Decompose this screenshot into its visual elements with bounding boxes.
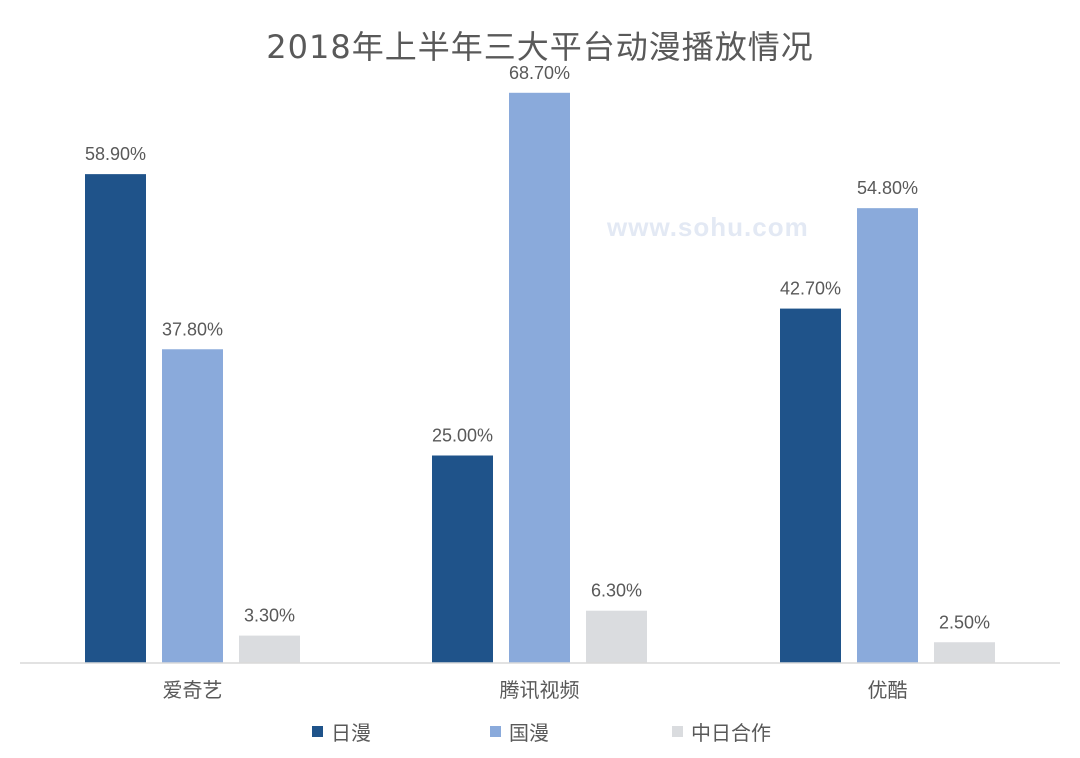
value-label-zhongri-2: 2.50% <box>939 612 990 632</box>
value-label-zhongri-0: 3.30% <box>244 606 295 626</box>
category-label-1: 腾讯视频 <box>500 678 580 702</box>
bar-zhongri-0 <box>239 635 300 663</box>
legend-item-guoman: 国漫 <box>490 716 549 746</box>
watermark: www.sohu.com <box>607 212 809 242</box>
value-label-zhongri-1: 6.30% <box>591 581 642 601</box>
category-label-0: 爱奇艺 <box>163 678 223 702</box>
bar-zhongri-2 <box>934 642 995 663</box>
legend-label-guoman: 国漫 <box>509 720 549 745</box>
legend-swatch-zhongri <box>672 725 683 737</box>
value-labels-group: 58.90% 37.80% 3.30% 25.00% 68.70% 6.30% 42.70%… <box>85 63 990 632</box>
bars-group <box>85 92 995 664</box>
legend-swatch-riman <box>312 725 323 737</box>
value-label-riman-2: 42.70% <box>780 279 841 299</box>
category-label-2: 优酷 <box>868 678 908 702</box>
legend-item-zhongri: 中日合作 <box>672 716 771 746</box>
legend-label-zhongri: 中日合作 <box>691 720 771 745</box>
legend-swatch-guoman <box>490 725 501 737</box>
value-label-guoman-2: 54.80% <box>857 178 918 198</box>
value-label-riman-0: 58.90% <box>85 144 146 164</box>
legend-label-riman: 日漫 <box>331 720 371 745</box>
legend: 日漫 国漫 中日合作 <box>0 716 1080 746</box>
bar-zhongri-1 <box>586 610 647 663</box>
legend-item-riman: 日漫 <box>312 716 371 746</box>
chart-title: 2018年上半年三大平台动漫播放情况 <box>266 28 814 66</box>
value-label-guoman-1: 68.70% <box>509 63 570 83</box>
bar-riman-2 <box>780 308 841 663</box>
bar-guoman-0 <box>162 349 223 663</box>
value-label-guoman-0: 37.80% <box>162 319 223 339</box>
category-labels-group: 爱奇艺 腾讯视频 优酷 <box>163 678 908 702</box>
bar-guoman-1 <box>509 92 570 664</box>
bar-guoman-2 <box>857 208 918 663</box>
bar-riman-0 <box>85 174 146 663</box>
bar-riman-1 <box>432 455 493 663</box>
value-label-riman-1: 25.00% <box>432 426 493 446</box>
